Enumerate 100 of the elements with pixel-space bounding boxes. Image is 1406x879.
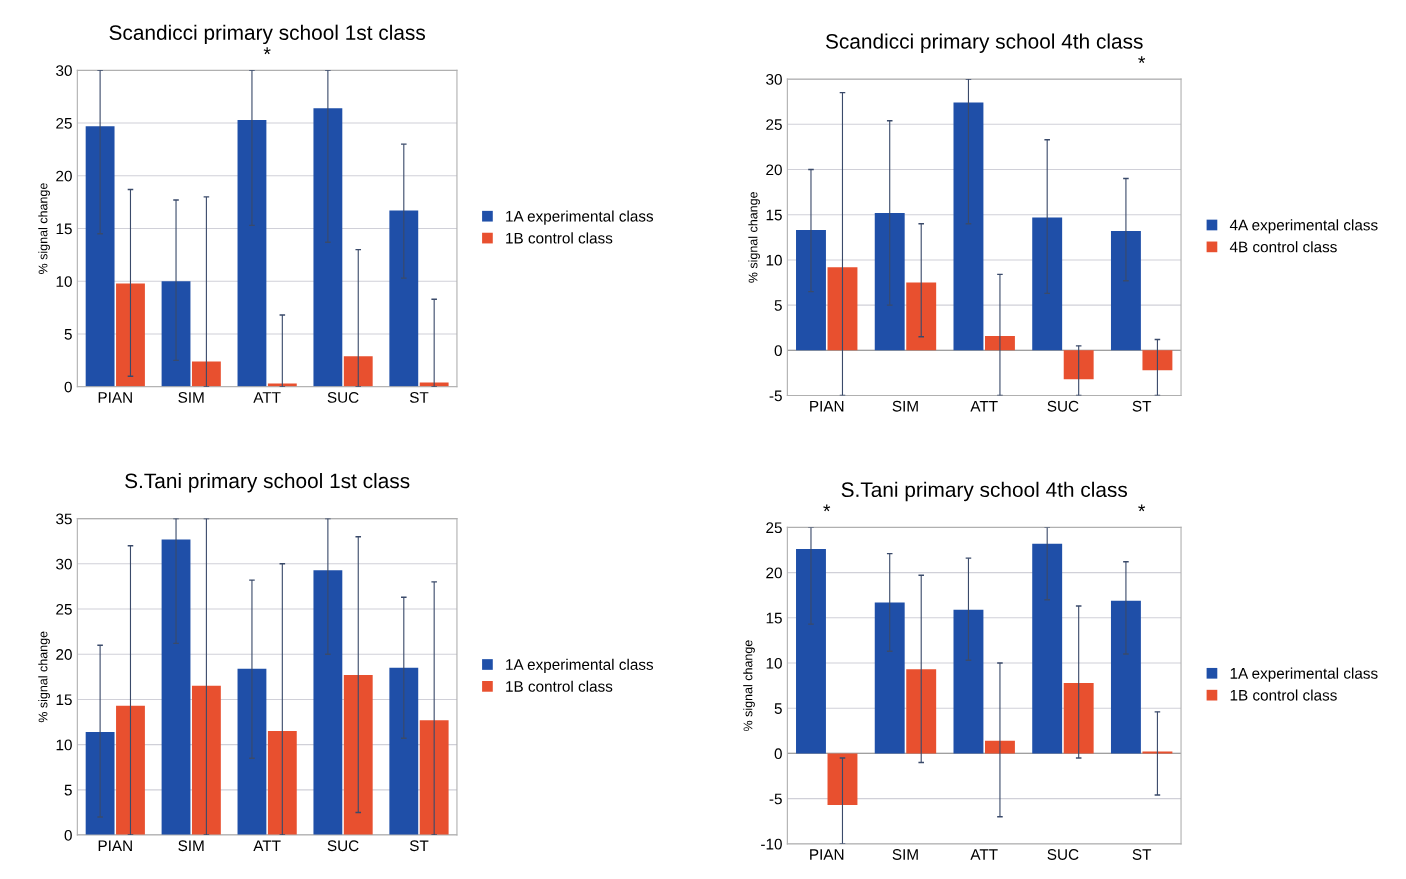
y-tick-label: 30 <box>56 65 72 77</box>
bar <box>116 283 145 387</box>
x-tick-label: SUC <box>327 840 359 852</box>
x-tick-label: ATT <box>253 840 281 851</box>
y-tick-label: 15 <box>766 209 782 221</box>
y-axis-title: % signal change <box>748 192 760 283</box>
y-tick-label: 30 <box>56 558 72 570</box>
y-tick-label: 5 <box>64 329 72 340</box>
legend-label: 1B control class <box>1230 689 1337 701</box>
chart-title: S.Tani primary school 1st class <box>125 472 410 493</box>
legend-label: 4A experimental class <box>1229 219 1378 234</box>
bar <box>953 609 984 754</box>
y-tick-label: 0 <box>774 748 782 760</box>
y-tick-label: 10 <box>56 739 72 751</box>
y-tick-label: 20 <box>766 164 782 176</box>
x-tick-label: ST <box>409 392 429 403</box>
x-tick-label: SIM <box>178 840 204 852</box>
x-tick-label: SIM <box>892 400 918 412</box>
bar <box>827 753 858 805</box>
y-tick-label: -5 <box>769 793 782 805</box>
bar <box>953 102 984 351</box>
y-tick-label: 25 <box>766 522 782 534</box>
y-tick-label: 0 <box>774 345 782 357</box>
chart-title: S.Tani primary school 4th class <box>841 481 1128 502</box>
bar <box>796 230 826 351</box>
bar <box>161 539 191 836</box>
bar <box>191 361 221 387</box>
x-tick-label: SUC <box>1047 400 1079 412</box>
legend-label: 1A experimental class <box>506 210 654 225</box>
bar <box>906 669 937 754</box>
x-tick-label: SIM <box>178 392 204 403</box>
chart-title: Scandicci primary school 4th class <box>825 33 1143 53</box>
y-axis-title: % signal change <box>38 631 50 723</box>
text: * <box>1138 504 1146 512</box>
chart-title: Scandicci primary school 1st class <box>109 24 426 45</box>
x-tick-label: ATT <box>970 400 998 412</box>
y-tick-label: 20 <box>766 567 782 579</box>
x-tick-label: ATT <box>970 849 998 860</box>
bar <box>237 119 267 387</box>
bar <box>389 210 419 387</box>
legend-label: 1B control class <box>506 680 613 692</box>
y-tick-label: -5 <box>769 390 782 402</box>
bar <box>343 356 373 387</box>
y-tick-label: 5 <box>774 300 782 311</box>
y-tick-label: 5 <box>774 703 782 714</box>
bar <box>116 705 145 836</box>
x-tick-label: PIAN <box>98 840 132 851</box>
text: * <box>823 504 831 512</box>
y-tick-label: 10 <box>766 254 782 266</box>
x-tick-label: ST <box>409 840 429 852</box>
bar <box>796 549 826 754</box>
bar <box>874 602 905 754</box>
bar <box>874 212 905 351</box>
x-tick-label: ATT <box>253 392 281 403</box>
y-tick-label: 25 <box>56 117 72 129</box>
x-tick-label: PIAN <box>810 849 844 860</box>
x-tick-label: SIM <box>892 849 918 860</box>
text: * <box>263 47 271 55</box>
y-tick-label: 0 <box>64 381 72 393</box>
y-tick-label: 25 <box>766 119 782 130</box>
bar <box>389 667 419 836</box>
y-tick-label: 10 <box>56 276 72 287</box>
bar <box>1110 231 1141 351</box>
y-tick-label: 20 <box>56 170 72 182</box>
x-tick-label: ST <box>1132 849 1152 860</box>
bar <box>1110 600 1141 754</box>
legend-label: 1A experimental class <box>506 658 654 674</box>
y-tick-label: 10 <box>766 657 782 669</box>
bar <box>1063 350 1094 380</box>
y-tick-label: 20 <box>56 649 72 660</box>
bar <box>1142 350 1173 371</box>
x-tick-label: PIAN <box>810 400 844 412</box>
y-tick-label: 25 <box>56 603 72 615</box>
x-tick-label: PIAN <box>98 392 132 403</box>
bar <box>237 668 267 836</box>
bar <box>984 335 1015 351</box>
bar <box>191 685 221 836</box>
legend-label: 1B control class <box>506 232 613 244</box>
bar <box>267 731 297 836</box>
y-tick-label: 5 <box>64 784 72 796</box>
y-tick-label: 15 <box>56 694 72 706</box>
y-tick-label: 15 <box>766 612 782 624</box>
y-axis-title: % signal change <box>743 640 755 732</box>
x-tick-label: SUC <box>327 392 359 403</box>
bar <box>343 675 373 836</box>
x-tick-label: ST <box>1132 400 1152 412</box>
bar <box>906 282 937 351</box>
y-axis-title: % signal change <box>38 183 50 274</box>
bar <box>85 126 115 387</box>
bar <box>85 731 115 836</box>
bar <box>313 108 343 387</box>
bar <box>827 267 858 351</box>
x-tick-label: SUC <box>1047 849 1079 860</box>
y-tick-label: 15 <box>56 223 72 235</box>
bar <box>1032 543 1063 754</box>
legend-label: 4B control class <box>1229 241 1337 253</box>
bar <box>1032 217 1063 351</box>
y-tick-label: -10 <box>761 838 782 850</box>
y-tick-label: 30 <box>766 73 782 85</box>
y-tick-label: 35 <box>56 513 72 525</box>
